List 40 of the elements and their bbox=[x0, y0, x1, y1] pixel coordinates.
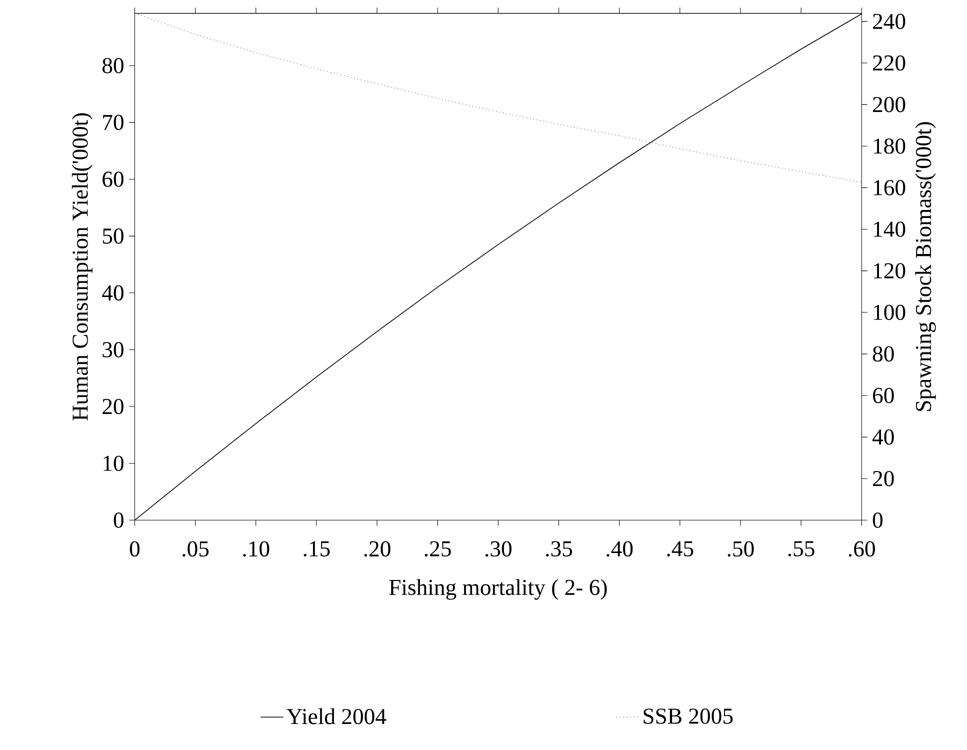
y2-tick-label: 20 bbox=[873, 471, 894, 486]
y-tick-label: 20 bbox=[102, 399, 124, 414]
x-tick-label: .45 bbox=[667, 541, 694, 557]
y2-tick-label: 100 bbox=[874, 304, 906, 320]
y2-tick-label: 40 bbox=[872, 430, 894, 445]
y2-tick-label: 140 bbox=[874, 222, 906, 238]
y-tick-label: 50 bbox=[102, 228, 124, 244]
y2-tick-label: 220 bbox=[873, 56, 906, 71]
x-tick-label: .55 bbox=[788, 541, 814, 557]
y-axis-title: Human Consumption Yield('000t) bbox=[72, 113, 92, 421]
x-tick-label: .30 bbox=[485, 541, 512, 557]
y2-tick-label: 120 bbox=[874, 263, 906, 279]
x-tick-label: .05 bbox=[182, 541, 209, 557]
x-tick-label: .20 bbox=[364, 541, 390, 557]
x-tick-label: .25 bbox=[424, 541, 451, 557]
y-tick-label: 10 bbox=[104, 456, 124, 472]
y-tick-label: 80 bbox=[102, 58, 124, 74]
y-tick-label: 40 bbox=[102, 285, 124, 301]
y2-tick-label: 180 bbox=[874, 138, 906, 154]
x-tick-label: .10 bbox=[243, 541, 270, 557]
x-tick-label: .15 bbox=[304, 541, 330, 557]
y-tick-label: 30 bbox=[102, 342, 124, 358]
y2-tick-label: 80 bbox=[872, 346, 894, 362]
legend-label: SSB 2005 bbox=[644, 708, 733, 724]
y2-tick-label: 240 bbox=[873, 14, 906, 30]
x-tick-label: .35 bbox=[546, 541, 572, 557]
x-tick-label: 0 bbox=[130, 541, 140, 557]
y-tick-label: 60 bbox=[102, 172, 124, 188]
y2-tick-label: 160 bbox=[874, 180, 906, 196]
legend-label: Yield 2004 bbox=[286, 708, 386, 724]
y-tick-label: 0 bbox=[114, 512, 124, 528]
x-tick-label: .50 bbox=[728, 541, 754, 557]
y2-axis-title: Spawning Stock Biomass('000t) bbox=[915, 122, 936, 412]
y2-tick-label: 60 bbox=[873, 388, 894, 404]
y-tick-label: 70 bbox=[103, 114, 124, 130]
y2-tick-label: 200 bbox=[873, 97, 906, 112]
x-tick-label: .60 bbox=[848, 541, 875, 557]
x-tick-label: .40 bbox=[606, 541, 633, 557]
x-axis-title: Fishing mortality ( 2- 6) bbox=[389, 579, 607, 600]
y2-tick-label: 0 bbox=[872, 512, 883, 528]
